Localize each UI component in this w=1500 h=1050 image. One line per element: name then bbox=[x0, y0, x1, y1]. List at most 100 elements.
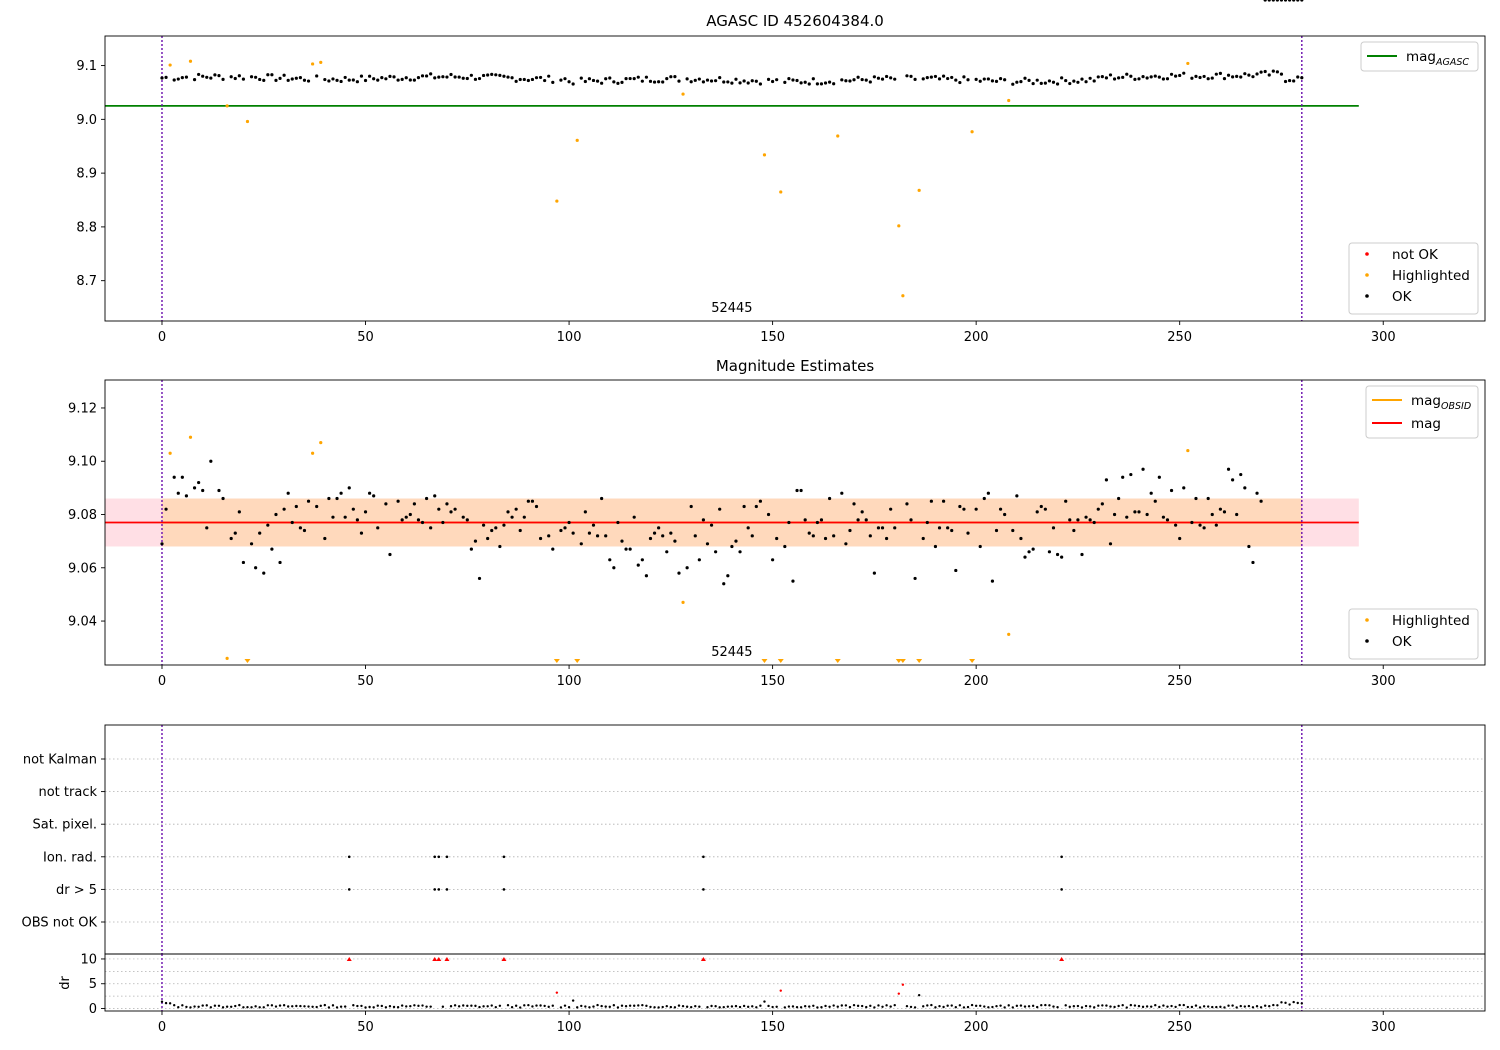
ok-point bbox=[298, 526, 302, 530]
ok-point bbox=[852, 78, 856, 82]
ok-point bbox=[1092, 520, 1096, 525]
ok-point bbox=[1182, 486, 1186, 490]
dr-point bbox=[730, 1005, 734, 1008]
dr-point bbox=[954, 1005, 957, 1009]
ok-point bbox=[1275, 70, 1279, 74]
ok-point bbox=[709, 523, 714, 527]
dr-point bbox=[1093, 1006, 1096, 1009]
ok-point bbox=[583, 79, 587, 84]
ok-point bbox=[547, 534, 551, 538]
ok-point bbox=[771, 558, 775, 562]
ok-point bbox=[677, 79, 681, 83]
ok-point bbox=[498, 73, 502, 77]
ok-point bbox=[241, 77, 246, 81]
flag-point bbox=[433, 888, 437, 891]
ok-point bbox=[290, 520, 294, 525]
flag-row-label: dr > 5 bbox=[56, 883, 97, 898]
legend-marker bbox=[1365, 294, 1369, 298]
ok-point bbox=[1096, 507, 1100, 511]
dr-point bbox=[429, 1005, 432, 1008]
ok-point bbox=[209, 459, 213, 463]
ok-point bbox=[1051, 526, 1056, 530]
ok-point bbox=[388, 74, 392, 78]
ok-point bbox=[1084, 80, 1088, 84]
ok-point bbox=[1117, 496, 1121, 501]
legend-line-label: mag bbox=[1411, 416, 1441, 432]
dr-point bbox=[930, 1003, 933, 1007]
ok-point bbox=[286, 491, 290, 495]
ok-point bbox=[1279, 72, 1284, 76]
dr-point bbox=[734, 1004, 738, 1008]
agasc-point-legend: not OK Highlighted OK bbox=[1348, 242, 1479, 315]
ok-point bbox=[1092, 79, 1096, 83]
ok-point bbox=[933, 544, 938, 549]
ok-point bbox=[766, 512, 771, 517]
dr-point bbox=[746, 1005, 750, 1009]
ok-point bbox=[966, 78, 970, 82]
dr-point bbox=[938, 1004, 941, 1008]
dr-point bbox=[824, 1004, 827, 1008]
dr-point bbox=[946, 1004, 949, 1007]
clipped-marker bbox=[244, 659, 251, 663]
dr-point bbox=[1243, 1005, 1247, 1008]
legend-label: not OK bbox=[1392, 247, 1439, 263]
ok-point bbox=[1235, 74, 1239, 78]
ok-point bbox=[1161, 77, 1166, 81]
ok-point bbox=[652, 80, 657, 84]
dr-point bbox=[282, 1004, 286, 1007]
dr-point bbox=[270, 1004, 274, 1007]
ok-point bbox=[905, 74, 909, 78]
legend-marker bbox=[1365, 273, 1369, 277]
dr-point bbox=[1227, 1004, 1230, 1007]
ok-point bbox=[347, 486, 351, 490]
ok-point bbox=[807, 82, 811, 86]
dr-point bbox=[441, 1005, 445, 1008]
dr-point bbox=[808, 1005, 811, 1008]
ok-point bbox=[1202, 74, 1206, 79]
ok-point bbox=[490, 528, 494, 533]
ok-point bbox=[1226, 467, 1231, 471]
dr-point bbox=[1023, 1005, 1027, 1008]
ok-point bbox=[868, 80, 872, 84]
ok-point bbox=[445, 75, 449, 79]
ok-point bbox=[1267, 73, 1271, 77]
ok-point bbox=[685, 77, 689, 81]
dr-point bbox=[181, 1004, 184, 1007]
dr-point bbox=[828, 1005, 831, 1008]
ok-point bbox=[884, 536, 889, 541]
ok-point bbox=[591, 78, 596, 83]
dr-point bbox=[665, 1004, 668, 1008]
ok-point bbox=[1112, 77, 1117, 81]
agasc-xtick-label: 50 bbox=[357, 330, 374, 345]
ok-point bbox=[1239, 75, 1243, 79]
legend-box bbox=[1348, 608, 1479, 660]
ok-point bbox=[384, 502, 388, 506]
dr-point bbox=[1211, 1005, 1214, 1009]
ok-point bbox=[543, 78, 547, 83]
ok-point bbox=[1141, 467, 1145, 471]
ok-point bbox=[1182, 71, 1186, 75]
ok-point bbox=[758, 499, 762, 503]
ok-point bbox=[331, 77, 335, 81]
dr-point bbox=[1162, 1004, 1165, 1007]
ok-point bbox=[1043, 81, 1047, 85]
highlighted-point bbox=[225, 104, 229, 108]
ok-point bbox=[237, 74, 241, 78]
ok-point bbox=[1174, 523, 1178, 527]
ok-point bbox=[1247, 73, 1251, 77]
ok-point bbox=[1072, 79, 1076, 83]
ok-point bbox=[1214, 523, 1218, 527]
dr-point bbox=[1158, 1005, 1161, 1009]
ok-point bbox=[469, 547, 473, 551]
ok-point bbox=[1076, 80, 1080, 84]
ok-point bbox=[510, 76, 514, 80]
flag-point bbox=[445, 888, 449, 891]
ok-point bbox=[657, 526, 661, 530]
ok-point bbox=[1023, 76, 1027, 80]
ok-point bbox=[860, 510, 864, 514]
ok-point bbox=[925, 520, 929, 525]
ok-point bbox=[962, 507, 966, 511]
ok-point bbox=[950, 75, 954, 80]
dr-xtick-label: 200 bbox=[964, 1020, 989, 1035]
dr-point bbox=[922, 1005, 925, 1008]
